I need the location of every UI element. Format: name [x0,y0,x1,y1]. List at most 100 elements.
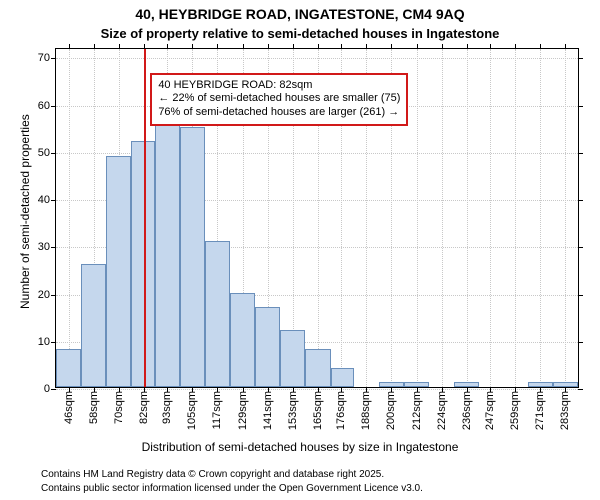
x-tick-mark [69,387,70,392]
x-tick-label: 212sqm [411,391,423,430]
y-tick-mark [578,247,583,248]
x-tick-mark [467,387,468,392]
x-axis-label: Distribution of semi-detached houses by … [0,440,600,454]
histogram-bar [379,382,404,387]
plot-area: 01020304050607046sqm58sqm70sqm82sqm93sqm… [55,48,579,388]
chart-title: 40, HEYBRIDGE ROAD, INGATESTONE, CM4 9AQ [0,6,600,22]
annotation-line: 76% of semi-detached houses are larger (… [158,106,400,120]
x-tick-mark [243,387,244,392]
gridline-vertical [69,49,70,387]
x-tick-mark [243,44,244,49]
x-tick-label: 200sqm [385,391,397,430]
histogram-bar [205,241,230,387]
x-tick-label: 129sqm [237,391,249,430]
x-tick-mark [293,44,294,49]
x-tick-mark [417,387,418,392]
x-tick-mark [268,387,269,392]
y-tick-mark [51,389,56,390]
chart-subtitle: Size of property relative to semi-detach… [0,26,600,41]
x-tick-mark [490,387,491,392]
x-tick-label: 58sqm [88,391,100,424]
histogram-bar [404,382,429,387]
x-tick-mark [293,387,294,392]
histogram-bar [454,382,479,387]
x-tick-mark [515,44,516,49]
histogram-bar [528,382,553,387]
x-tick-mark [515,387,516,392]
x-tick-mark [217,387,218,392]
y-tick-mark [51,200,56,201]
x-tick-mark [341,387,342,392]
reference-line [144,49,146,387]
x-tick-mark [217,44,218,49]
annotation-line: 40 HEYBRIDGE ROAD: 82sqm [158,79,400,93]
gridline-vertical [565,49,566,387]
x-tick-mark [442,387,443,392]
x-tick-mark [192,387,193,392]
histogram-bar [230,293,255,387]
y-tick-mark [51,153,56,154]
histogram-bar [255,307,280,387]
annotation-line: ← 22% of semi-detached houses are smalle… [158,92,400,106]
histogram-bar [81,264,106,387]
y-tick-mark [578,58,583,59]
histogram-bar [106,156,131,387]
y-tick-mark [578,389,583,390]
x-tick-mark [391,44,392,49]
x-tick-label: 224sqm [436,391,448,430]
x-tick-mark [391,387,392,392]
x-tick-label: 105sqm [186,391,198,430]
x-tick-label: 165sqm [312,391,324,430]
x-tick-mark [318,387,319,392]
attribution-line-1: Contains HM Land Registry data © Crown c… [41,469,384,480]
attribution-line-2: Contains public sector information licen… [41,483,423,494]
x-tick-mark [318,44,319,49]
x-tick-mark [490,44,491,49]
x-tick-mark [119,44,120,49]
x-tick-mark [119,387,120,392]
gridline-horizontal [56,58,578,59]
x-tick-label: 247sqm [484,391,496,430]
y-tick-mark [578,153,583,154]
x-tick-mark [69,44,70,49]
y-tick-mark [51,106,56,107]
x-tick-mark [540,387,541,392]
histogram-bar [131,141,154,387]
gridline-vertical [490,49,491,387]
y-tick-mark [578,200,583,201]
x-tick-mark [144,387,145,392]
y-tick-mark [578,295,583,296]
y-tick-mark [51,247,56,248]
gridline-vertical [467,49,468,387]
x-tick-mark [268,44,269,49]
x-tick-label: 153sqm [287,391,299,430]
x-tick-mark [167,44,168,49]
gridline-vertical [540,49,541,387]
x-tick-label: 141sqm [262,391,274,430]
x-tick-label: 117sqm [211,391,223,429]
x-tick-mark [417,44,418,49]
x-tick-mark [94,387,95,392]
histogram-bar [553,382,578,387]
y-axis-label: Number of semi-detached properties [18,114,32,309]
x-tick-label: 176sqm [335,391,347,430]
x-tick-mark [366,44,367,49]
gridline-vertical [417,49,418,387]
y-tick-mark [578,342,583,343]
x-tick-label: 259sqm [509,391,521,430]
x-tick-label: 46sqm [63,391,75,424]
histogram-bar [331,368,354,387]
x-tick-label: 271sqm [534,391,546,430]
property-size-chart: 40, HEYBRIDGE ROAD, INGATESTONE, CM4 9AQ… [0,0,600,500]
x-tick-mark [442,44,443,49]
x-tick-label: 82sqm [138,391,150,424]
annotation-box: 40 HEYBRIDGE ROAD: 82sqm← 22% of semi-de… [150,73,408,126]
histogram-bar [155,113,180,387]
histogram-bar [56,349,81,387]
y-tick-mark [51,342,56,343]
x-tick-mark [540,44,541,49]
y-tick-mark [51,295,56,296]
x-tick-mark [341,44,342,49]
x-tick-mark [192,44,193,49]
histogram-bar [180,127,205,387]
